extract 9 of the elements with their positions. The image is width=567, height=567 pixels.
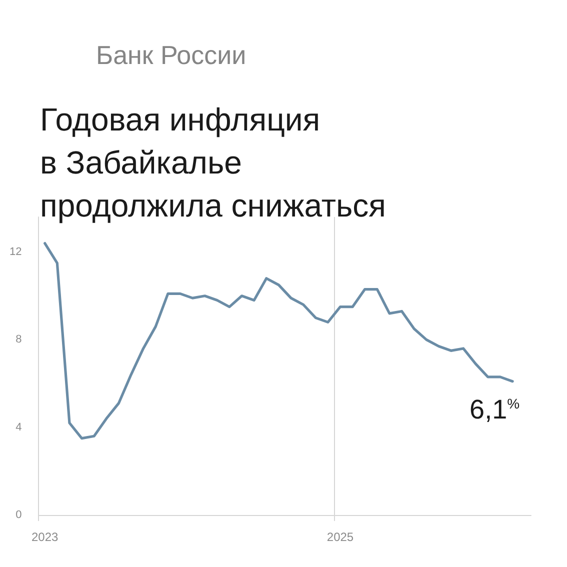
y-tick-label: 8 [16,334,22,346]
chart-title: Годовая инфляция в Забайкалье продолжила снижаться [40,102,386,224]
x-tick-label: 2025 [326,530,354,544]
x-tick-label: 2023 [32,530,59,544]
y-tick-label: 12 [9,246,22,258]
y-tick-label: 0 [16,509,22,521]
data-label: 6,1% [470,394,520,424]
text: Банк России [96,40,246,70]
y-tick-label: 4 [16,421,22,434]
